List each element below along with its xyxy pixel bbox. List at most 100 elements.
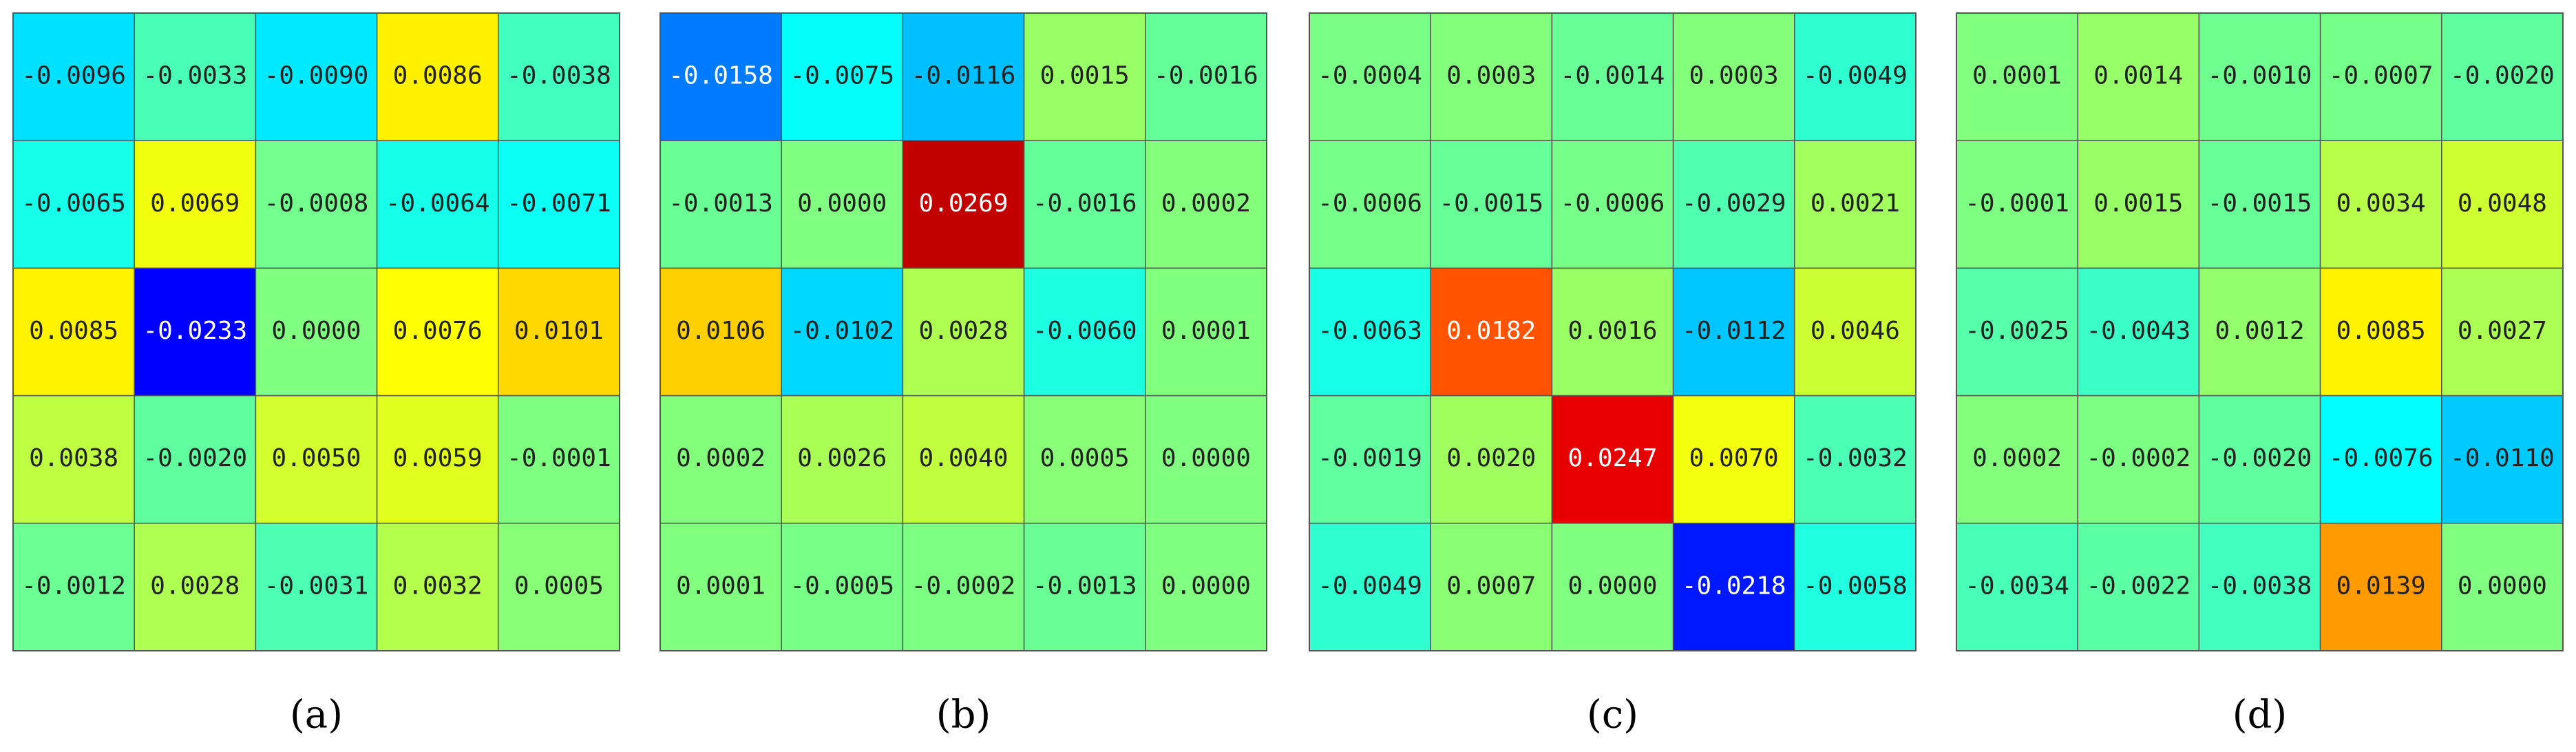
heatmap-cell: [1551, 12, 1674, 141]
cell-label: 0.0021: [1810, 189, 1900, 218]
heatmap-cell: [376, 395, 499, 524]
heatmap-cell: [1551, 395, 1674, 524]
cell-label: 0.0086: [393, 62, 483, 90]
heatmap-cell: [134, 395, 257, 524]
heatmap-cell: [1309, 267, 1431, 397]
heatmap-cell: [1672, 12, 1795, 141]
cell-label: -0.0038: [507, 62, 611, 90]
cell-label: -0.0013: [668, 189, 773, 218]
heatmap-cell: [1023, 267, 1146, 397]
cell-label: 0.0020: [1446, 444, 1536, 472]
cell-label: 0.0028: [150, 572, 240, 600]
panel-label: (b): [936, 693, 991, 738]
heatmap-cell: [1430, 523, 1553, 651]
heatmap-cell: [1794, 140, 1917, 269]
cell-label: -0.0034: [1965, 572, 2069, 600]
heatmap-cell: [2077, 140, 2200, 269]
heatmap-cell: [2077, 267, 2200, 397]
heatmap-cell: [902, 267, 1025, 397]
heatmap-cell: [1956, 395, 2078, 524]
cell-label: 0.0059: [393, 444, 483, 472]
cell-label: 0.0247: [1567, 444, 1657, 472]
cell-label: 0.0106: [676, 317, 766, 345]
cell-label: -0.0233: [142, 317, 247, 345]
cell-label: -0.0076: [2329, 444, 2434, 472]
heatmap-cell: [2077, 523, 2200, 651]
heatmap-cell: [1794, 523, 1917, 651]
cell-label: -0.0075: [790, 62, 894, 90]
heatmap-cell: [12, 140, 135, 269]
panel-label: (d): [2232, 693, 2288, 738]
heatmap-cell: [1794, 12, 1917, 141]
heatmap-cell: [2198, 140, 2321, 269]
heatmap-cell: [1430, 267, 1553, 397]
heatmap-cell: [2319, 523, 2442, 651]
cell-label: 0.0016: [1567, 317, 1657, 345]
heatmap-cell: [1956, 523, 2078, 651]
heatmap-cell: [2441, 267, 2564, 397]
heatmap-cell: [659, 267, 782, 397]
cell-label: 0.0005: [514, 572, 604, 600]
cell-label: -0.0015: [1439, 189, 1543, 218]
cell-label: 0.0028: [918, 317, 1008, 345]
panel-label: (a): [290, 693, 343, 738]
cell-label: -0.0029: [1682, 189, 1786, 218]
cell-label: -0.0158: [668, 62, 773, 90]
cell-label: 0.0139: [2336, 572, 2426, 600]
heatmap-cell: [1145, 12, 1267, 141]
cell-label: 0.0034: [2336, 189, 2426, 218]
cell-label: 0.0000: [797, 189, 887, 218]
panel-border: [659, 12, 1267, 651]
heatmap-cell: [498, 267, 620, 397]
cell-label: -0.0218: [1682, 572, 1786, 600]
cell-label: 0.0002: [1972, 444, 2062, 472]
heatmap-cell: [659, 140, 782, 269]
heatmap-cell: [134, 523, 257, 651]
cell-label: -0.0038: [2208, 572, 2312, 600]
cell-label: 0.0003: [1689, 62, 1779, 90]
heatmap-cell: [498, 12, 620, 141]
heatmap-cell: [2198, 12, 2321, 141]
cell-label: 0.0046: [1810, 317, 1900, 345]
cell-label: 0.0000: [1567, 572, 1657, 600]
heatmap-cell: [2198, 395, 2321, 524]
cell-label: -0.0049: [1318, 572, 1422, 600]
cell-label: 0.0032: [393, 572, 483, 600]
cell-label: -0.0063: [1318, 317, 1422, 345]
cell-label: -0.0013: [1033, 572, 1137, 600]
heatmap-cell: [1551, 267, 1674, 397]
cell-label: 0.0000: [1161, 572, 1251, 600]
heatmap-cell: [134, 12, 257, 141]
cell-label: -0.0002: [911, 572, 1016, 600]
cell-label: 0.0000: [2458, 572, 2547, 600]
cell-label: -0.0001: [507, 444, 611, 472]
heatmap-cell: [255, 395, 378, 524]
cell-label: -0.0116: [911, 62, 1016, 90]
cell-label: 0.0002: [676, 444, 766, 472]
cell-label: 0.0015: [2093, 189, 2183, 218]
heatmap-cell: [2441, 140, 2564, 269]
cell-label: 0.0001: [676, 572, 766, 600]
cell-label: -0.0033: [142, 62, 247, 90]
cell-label: 0.0269: [918, 189, 1008, 218]
cell-label: 0.0001: [1972, 62, 2062, 90]
heatmap-cell: [781, 12, 904, 141]
heatmap-cell: [2441, 395, 2564, 524]
heatmap-cell: [255, 523, 378, 651]
cell-label: -0.0043: [2086, 317, 2190, 345]
heatmap-cell: [376, 12, 499, 141]
heatmap-cell: [1309, 140, 1431, 269]
cell-label: -0.0020: [2450, 62, 2555, 90]
heatmap-cell: [781, 140, 904, 269]
heatmap-cell: [659, 12, 782, 141]
cell-label: 0.0076: [393, 317, 483, 345]
cell-label: -0.0025: [1965, 317, 2069, 345]
heatmap-cell: [498, 140, 620, 269]
cell-label: 0.0027: [2458, 317, 2547, 345]
heatmap-cell: [1023, 12, 1146, 141]
cell-label: 0.0070: [1689, 444, 1779, 472]
cell-label: -0.0016: [1033, 189, 1137, 218]
cell-label: -0.0060: [1033, 317, 1137, 345]
